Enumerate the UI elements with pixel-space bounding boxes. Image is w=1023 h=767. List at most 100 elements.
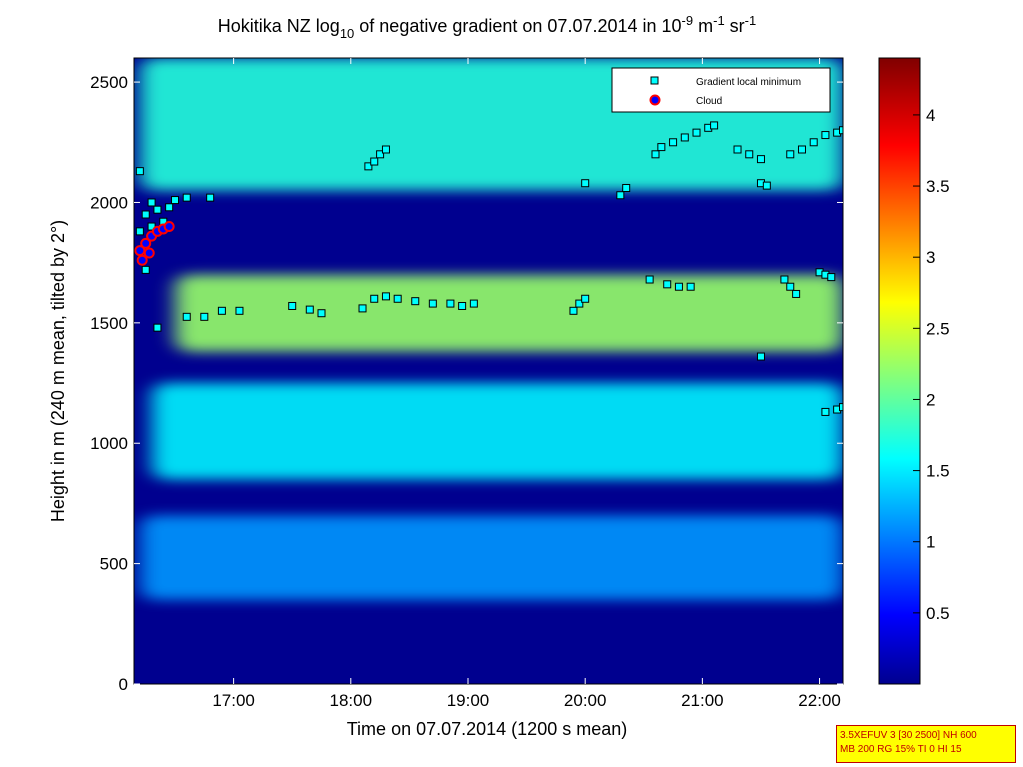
colorbar-tick-label: 2 (926, 390, 935, 409)
gradient-minimum-marker (839, 126, 843, 135)
gradient-minimum-marker (141, 265, 150, 274)
info-line-2: MB 200 RG 15% TI 0 HI 15 (840, 744, 962, 755)
heatmap-plot-area: 17:00 18:00 19:00 20:00 21:00 22:00 0 500 1000 1… (90, 57, 844, 710)
gradient-minimum-marker (756, 352, 765, 361)
gradient-minimum-marker (235, 306, 244, 315)
colorbar-tick-label: 0.5 (926, 604, 950, 623)
y-tick-label: 500 (100, 555, 128, 574)
gradient-minimum-marker (317, 309, 326, 318)
colorbar-tick-label: 2.5 (926, 319, 950, 338)
gradient-minimum-marker (381, 292, 390, 301)
gradient-minimum-marker (206, 193, 215, 202)
gradient-minimum-marker (780, 275, 789, 284)
x-tick-label: 17:00 (212, 691, 255, 710)
gradient-minimum-marker (446, 299, 455, 308)
y-axis-label: Height in m (240 m mean, tilted by 2°) (48, 220, 68, 522)
gradient-minimum-marker (575, 299, 584, 308)
y-tick-label: 1500 (90, 314, 128, 333)
gradient-minimum-marker (797, 145, 806, 154)
gradient-minimum-marker (428, 299, 437, 308)
gradient-minimum-marker (217, 306, 226, 315)
colorbar-tick-label: 1.5 (926, 462, 950, 481)
gradient-minimum-marker (669, 138, 678, 147)
gradient-minimum-marker (581, 294, 590, 303)
legend-cloud-marker-icon (649, 94, 661, 106)
gradient-minimum-marker (756, 155, 765, 164)
gradient-minimum-marker (182, 312, 191, 321)
gradient-minimum-marker (622, 184, 631, 193)
cloud-marker (136, 254, 148, 266)
gradient-minimum-marker (786, 282, 795, 291)
gradient-minimum-marker (686, 282, 695, 291)
gradient-minimum-marker (141, 210, 150, 219)
colorbar: 0.5 1 1.5 2 2.5 3 3.5 4 (878, 57, 950, 685)
gradient-minimum-marker (745, 150, 754, 159)
gradient-minimum-marker (827, 273, 836, 282)
gradient-minimum-marker (569, 306, 578, 315)
colorbar-gradient (878, 57, 921, 685)
x-tick-label: 21:00 (681, 691, 724, 710)
gradient-minimum-marker (792, 289, 801, 298)
gradient-minimum-marker (762, 181, 771, 190)
y-tick-label: 2500 (90, 73, 128, 92)
legend-label-gradient: Gradient local minimum (696, 77, 801, 88)
gradient-minimum-marker (364, 162, 373, 171)
gradient-minimum-marker (651, 150, 660, 159)
x-axis-label: Time on 07.07.2014 (1200 s mean) (347, 719, 628, 739)
gradient-minimum-marker (645, 275, 654, 284)
x-tick-label: 18:00 (330, 691, 373, 710)
settings-info-box: 3.5XEFUV 3 [30 2500] NH 600 MB 200 RG 15… (836, 725, 1016, 763)
cloud-marker (163, 221, 175, 233)
gradient-minimum-marker (786, 150, 795, 159)
gradient-minimum-marker (663, 280, 672, 289)
info-line-1: 3.5XEFUV 3 [30 2500] NH 600 (840, 730, 977, 741)
gradient-minimum-marker (147, 198, 156, 207)
legend: Gradient local minimum Cloud (611, 67, 831, 113)
y-tick-label: 2000 (90, 193, 128, 212)
heatmap-layer (139, 515, 843, 600)
gradient-minimum-marker (458, 301, 467, 310)
colorbar-tick-label: 1 (926, 533, 935, 552)
y-tick-label: 1000 (90, 434, 128, 453)
gradient-minimum-marker (821, 131, 830, 140)
heatmap-layer (175, 274, 843, 352)
gradient-minimum-marker (710, 121, 719, 130)
gradient-minimum-marker (821, 407, 830, 416)
gradient-minimum-marker (616, 191, 625, 200)
gradient-minimum-marker (171, 196, 180, 205)
gradient-minimum-marker (135, 227, 144, 236)
gradient-minimum-marker (376, 150, 385, 159)
legend-box (611, 67, 831, 113)
gradient-minimum-marker (581, 179, 590, 188)
gradient-minimum-marker (657, 143, 666, 152)
gradient-minimum-marker (469, 299, 478, 308)
colorbar-tick-label: 4 (926, 106, 935, 125)
gradient-minimum-marker (692, 128, 701, 137)
cloud-marker (140, 237, 152, 249)
gradient-minimum-marker (200, 312, 209, 321)
chart-title: Hokitika NZ log10 of negative gradient o… (218, 13, 756, 41)
gradient-minimum-marker (370, 157, 379, 166)
gradient-minimum-marker (733, 145, 742, 154)
colorbar-tick-label: 3 (926, 248, 935, 267)
colorbar-tick-label: 3.5 (926, 177, 950, 196)
cloud-marker (143, 247, 155, 259)
x-tick-label: 20:00 (564, 691, 607, 710)
legend-label-cloud: Cloud (696, 96, 722, 107)
gradient-minimum-marker (165, 203, 174, 212)
gradient-minimum-marker (153, 323, 162, 332)
gradient-minimum-marker (393, 294, 402, 303)
gradient-minimum-marker (182, 193, 191, 202)
gradient-minimum-marker (411, 297, 420, 306)
gradient-minimum-marker (370, 294, 379, 303)
gradient-minimum-marker (680, 133, 689, 142)
heatmap-layer (151, 383, 843, 480)
gradient-minimum-marker (809, 138, 818, 147)
gradient-minimum-marker (288, 301, 297, 310)
gradient-minimum-marker (839, 403, 843, 412)
gradient-minimum-marker (358, 304, 367, 313)
y-tick-label: 0 (119, 675, 128, 694)
gradient-minimum-marker (135, 167, 144, 176)
gradient-minimum-marker (674, 282, 683, 291)
